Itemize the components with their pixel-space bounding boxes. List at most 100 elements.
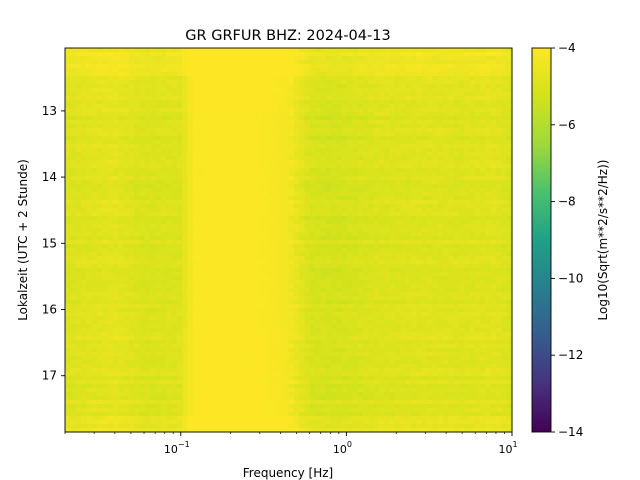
heatmap-cell — [176, 252, 183, 257]
heatmap-cell — [229, 144, 236, 149]
heatmap-cell — [474, 200, 481, 205]
heatmap-cell — [86, 116, 93, 121]
heatmap-cell — [155, 120, 162, 125]
heatmap-cell — [107, 232, 114, 237]
heatmap-cell — [304, 92, 311, 97]
heatmap-cell — [464, 48, 471, 53]
heatmap-cell — [91, 108, 98, 113]
heatmap-cell — [219, 284, 226, 289]
heatmap-cell — [198, 164, 204, 169]
heatmap-cell — [261, 224, 268, 229]
heatmap-cell — [261, 48, 268, 53]
heatmap-cell — [219, 172, 226, 177]
heatmap-cell — [480, 148, 486, 153]
heatmap-cell — [251, 100, 258, 105]
heatmap-cell — [309, 68, 316, 73]
heatmap-cell — [405, 72, 412, 77]
heatmap-cell — [80, 132, 87, 137]
heatmap-cell — [341, 232, 348, 237]
heatmap-cell — [208, 236, 215, 241]
heatmap-cell — [405, 168, 412, 173]
heatmap-cell — [123, 168, 130, 173]
heatmap-cell — [150, 276, 157, 281]
heatmap-cell — [389, 100, 396, 105]
heatmap-cell — [357, 116, 364, 121]
heatmap-cell — [437, 64, 444, 69]
heatmap-cell — [421, 168, 428, 173]
heatmap-cell — [198, 248, 204, 253]
heatmap-cell — [485, 92, 492, 97]
heatmap-cell — [400, 220, 407, 225]
heatmap-cell — [208, 228, 215, 233]
heatmap-cell — [352, 140, 359, 145]
heatmap-cell — [267, 84, 274, 89]
heatmap-cell — [198, 188, 204, 193]
heatmap-cell — [432, 96, 439, 101]
heatmap-cell — [91, 244, 98, 249]
heatmap-cell — [214, 80, 220, 85]
heatmap-cell — [150, 64, 157, 69]
heatmap-cell — [496, 104, 502, 109]
heatmap-cell — [235, 132, 242, 137]
heatmap-cell — [235, 176, 242, 181]
heatmap-cell — [448, 156, 455, 161]
heatmap-cell — [293, 176, 300, 181]
heatmap-cell — [128, 96, 135, 101]
heatmap-cell — [256, 60, 263, 65]
heatmap-cell — [352, 232, 359, 237]
heatmap-cell — [325, 136, 332, 141]
heatmap-cell — [91, 176, 98, 181]
heatmap-cell — [102, 112, 109, 117]
heatmap-cell — [251, 268, 258, 273]
heatmap-cell — [378, 232, 385, 237]
heatmap-cell — [256, 180, 263, 185]
heatmap-cell — [102, 140, 109, 145]
heatmap-cell — [80, 48, 87, 53]
heatmap-cell — [384, 272, 391, 277]
heatmap-cell — [123, 232, 130, 237]
heatmap-cell — [155, 148, 162, 153]
heatmap-cell — [426, 212, 433, 217]
heatmap-cell — [320, 116, 327, 121]
heatmap-cell — [315, 236, 322, 241]
heatmap-cell — [166, 104, 173, 109]
heatmap-cell — [373, 200, 380, 205]
heatmap-cell — [176, 104, 183, 109]
heatmap-cell — [155, 88, 162, 93]
heatmap-cell — [288, 184, 295, 189]
heatmap-cell — [506, 256, 513, 261]
heatmap-cell — [336, 88, 343, 93]
heatmap-cell — [320, 96, 327, 101]
heatmap-cell — [182, 128, 188, 133]
heatmap-cell — [299, 244, 306, 249]
heatmap-cell — [65, 128, 71, 133]
heatmap-cell — [410, 96, 417, 101]
heatmap-cell — [171, 160, 178, 165]
heatmap-cell — [214, 160, 220, 165]
heatmap-cell — [150, 68, 157, 73]
heatmap-cell — [410, 84, 417, 89]
heatmap-cell — [288, 280, 295, 285]
heatmap-cell — [134, 196, 141, 201]
heatmap-cell — [123, 148, 130, 153]
heatmap-cell — [65, 120, 71, 125]
heatmap-cell — [485, 184, 492, 189]
heatmap-cell — [506, 268, 513, 273]
heatmap-cell — [373, 56, 380, 61]
heatmap-cell — [496, 52, 502, 57]
heatmap-cell — [123, 88, 130, 93]
heatmap-cell — [453, 280, 460, 285]
heatmap-cell — [155, 84, 162, 89]
heatmap-cell — [134, 112, 141, 117]
heatmap-cell — [394, 72, 401, 77]
heatmap-cell — [437, 92, 444, 97]
heatmap-cell — [267, 176, 274, 181]
heatmap-cell — [171, 184, 178, 189]
heatmap-cell — [480, 248, 486, 253]
heatmap-cell — [453, 100, 460, 105]
heatmap-cell — [150, 244, 157, 249]
heatmap-cell — [65, 112, 71, 117]
heatmap-cell — [102, 244, 109, 249]
heatmap-cell — [315, 88, 322, 93]
heatmap-cell — [384, 68, 391, 73]
